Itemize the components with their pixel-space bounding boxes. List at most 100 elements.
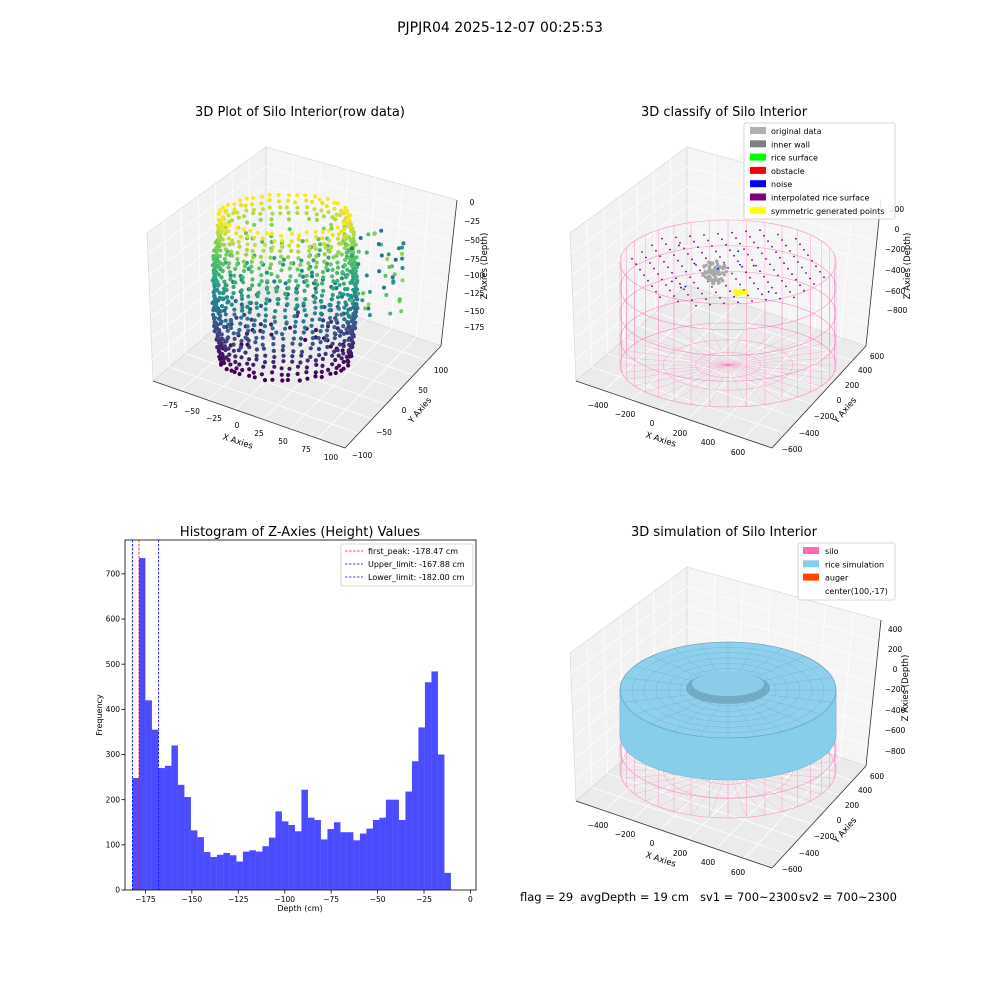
histogram-bar xyxy=(418,727,425,890)
classify-interpolated-point xyxy=(709,303,711,306)
raw-point xyxy=(272,279,277,284)
raw-point xyxy=(400,278,405,283)
classify-interpolated-point xyxy=(679,242,681,244)
classify-interpolated-point xyxy=(779,297,781,300)
raw-point xyxy=(215,287,220,293)
raw-point xyxy=(286,286,291,291)
classify-interpolated-point xyxy=(675,236,677,239)
raw-point xyxy=(285,302,290,307)
simulation-y-tick-labels: −600 −400 −200 0 200 400 600 xyxy=(782,772,885,874)
classify-interpolated-point xyxy=(793,296,795,299)
raw-point xyxy=(377,269,382,274)
raw-point xyxy=(332,331,337,336)
raw-point xyxy=(303,193,308,198)
raw-point xyxy=(315,272,320,277)
classify-legend-swatch xyxy=(750,153,766,161)
classify-y-tick: −600 xyxy=(782,445,803,454)
simulation-z-tick: 200 xyxy=(888,645,903,654)
classify-y-axis xyxy=(771,345,867,449)
classify-interpolated-point xyxy=(785,244,787,247)
simulation-panel-title: 3D simulation of Silo Interior xyxy=(631,525,818,540)
raw-point xyxy=(218,223,223,228)
raw-point xyxy=(272,255,277,261)
raw-point xyxy=(351,287,356,292)
raw-point xyxy=(280,238,285,243)
raw-point xyxy=(264,297,269,302)
raw-point xyxy=(352,281,357,286)
raw-point xyxy=(281,257,286,262)
classify-original-point xyxy=(716,281,721,285)
classify-y-tick-labels: −600 −400 −200 0 200 400 600 xyxy=(782,352,885,454)
raw-y-tick: −100 xyxy=(352,451,373,460)
raw-point xyxy=(258,322,263,327)
raw-point xyxy=(320,229,325,234)
raw-point xyxy=(224,252,229,257)
classify-y-tick: 400 xyxy=(858,366,873,375)
raw-point xyxy=(236,215,241,220)
raw-point xyxy=(279,233,284,239)
raw-point xyxy=(292,329,297,335)
classify-interpolated-point xyxy=(789,250,791,252)
raw-grid-line xyxy=(233,312,414,376)
raw-point xyxy=(219,216,224,221)
raw-x-label: X Axies xyxy=(221,432,254,451)
classify-original-point xyxy=(715,262,720,266)
raw-z-tick: −175 xyxy=(464,323,485,332)
raw-point xyxy=(325,344,330,350)
raw-point xyxy=(304,211,309,216)
histogram-bar xyxy=(255,851,263,890)
classify-interpolated-point xyxy=(669,289,671,292)
raw-point xyxy=(343,300,348,305)
histogram-bars xyxy=(132,558,451,890)
classify-legend-swatch xyxy=(750,140,766,148)
raw-point xyxy=(289,248,294,254)
raw-point xyxy=(346,337,351,342)
raw-point xyxy=(322,252,327,257)
raw-point xyxy=(239,288,244,293)
classify-interpolated-point xyxy=(747,253,749,256)
histogram-bar xyxy=(346,832,354,890)
classify-interpolated-point xyxy=(651,285,653,288)
raw-z-tick-labels: 0 −25 −50 −75 −100 −125 −150 −175 xyxy=(464,198,485,332)
raw-point xyxy=(277,260,282,265)
raw-point xyxy=(310,341,315,346)
classify-interpolated-point xyxy=(657,273,659,275)
raw-point xyxy=(355,287,360,292)
raw-point xyxy=(230,295,235,300)
raw-point xyxy=(235,250,240,255)
histogram-x-tick-label: −125 xyxy=(228,895,249,904)
raw-point xyxy=(252,222,257,227)
raw-point xyxy=(211,275,216,280)
raw-point xyxy=(325,196,330,201)
classify-interpolated-point xyxy=(759,270,761,272)
classify-interpolated-point xyxy=(649,262,651,264)
raw-point xyxy=(234,231,239,236)
raw-point xyxy=(320,236,325,241)
raw-data-3d-panel: 3D Plot of Silo Interior(row data) −75 −… xyxy=(146,105,490,462)
raw-point xyxy=(307,254,312,259)
raw-point xyxy=(244,208,249,213)
raw-point xyxy=(286,255,291,260)
histogram-bar xyxy=(340,832,347,890)
classify-interpolated-point xyxy=(771,245,773,248)
raw-point xyxy=(388,311,393,316)
raw-point xyxy=(338,291,343,296)
raw-point xyxy=(335,348,340,353)
histogram-bar xyxy=(398,820,406,890)
raw-point xyxy=(358,236,363,240)
classify-grid-line xyxy=(591,366,786,434)
classify-interpolated-point xyxy=(715,250,717,253)
classify-interpolated-point xyxy=(819,270,821,273)
classify-silo-floor-spoke xyxy=(727,364,830,380)
raw-y-label: Y Axies xyxy=(406,395,434,426)
raw-point xyxy=(295,371,300,376)
raw-point xyxy=(349,253,354,258)
simulation-y-label: Y Axies xyxy=(831,815,859,846)
raw-point xyxy=(211,254,216,259)
raw-point xyxy=(228,325,234,331)
raw-point xyxy=(349,246,354,251)
raw-point xyxy=(317,317,322,322)
raw-point xyxy=(214,253,219,258)
raw-point xyxy=(327,238,332,243)
classify-interpolated-point xyxy=(661,237,663,240)
